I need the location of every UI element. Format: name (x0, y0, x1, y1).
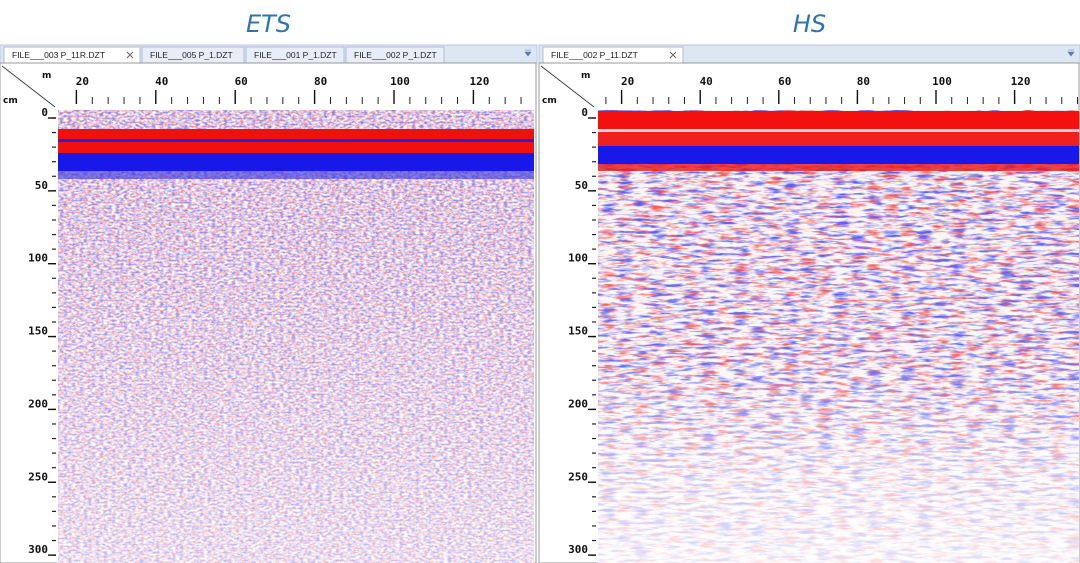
panel-title: HS (793, 10, 826, 38)
ruler-diagonal (1, 65, 56, 108)
y-tick-label: 250 (568, 470, 588, 483)
radargram (598, 110, 1079, 563)
radargram (58, 110, 534, 563)
y-tick-label: 0 (581, 106, 588, 119)
y-tick-label: 150 (28, 325, 48, 338)
x-unit: m (42, 71, 51, 81)
x-tick-label: 60 (778, 75, 791, 88)
y-tick-label: 200 (28, 397, 48, 410)
panel-title: ETS (246, 10, 291, 38)
x-tick-label: 80 (857, 75, 870, 88)
x-unit: m (581, 71, 590, 81)
tab-menu[interactable] (1067, 49, 1075, 57)
tab-close[interactable] (126, 51, 134, 59)
x-tick-label: 60 (235, 75, 248, 88)
y-tick-label: 100 (28, 252, 48, 265)
tab-label[interactable]: FILE___002 P_11.DZT (551, 50, 638, 60)
x-tick-label: 40 (700, 75, 713, 88)
band (598, 132, 1079, 146)
y-tick-label: 100 (568, 252, 588, 265)
tab-close[interactable] (669, 51, 677, 59)
tab-menu[interactable] (524, 49, 532, 57)
band (58, 153, 534, 171)
depth-fade (58, 110, 534, 563)
band (598, 146, 1079, 164)
y-tick-label: 150 (568, 325, 588, 338)
x-tick-label: 20 (76, 75, 89, 88)
x-tick-label: 120 (469, 75, 489, 88)
y-tick-label: 50 (35, 179, 48, 192)
band (58, 139, 534, 142)
x-tick-label: 100 (390, 75, 410, 88)
x-tick-label: 120 (1011, 75, 1031, 88)
tab-label[interactable]: FILE___001 P_1.DZT (254, 50, 337, 60)
y-unit: cm (542, 96, 557, 106)
tab-label[interactable]: FILE___003 P_11R.DZT (12, 50, 105, 60)
ruler-diagonal (540, 65, 595, 108)
tab-label[interactable]: FILE___002 P_1.DZT (354, 50, 437, 60)
x-tick-label: 100 (932, 75, 952, 88)
tab-label[interactable]: FILE___005 P_1.DZT (150, 50, 233, 60)
depth-fade (598, 110, 1079, 563)
y-tick-label: 50 (575, 179, 588, 192)
x-tick-label: 80 (314, 75, 327, 88)
x-tick-label: 40 (155, 75, 168, 88)
band (598, 111, 1079, 129)
y-tick-label: 250 (28, 470, 48, 483)
y-tick-label: 300 (28, 543, 48, 556)
y-unit: cm (3, 96, 18, 106)
x-tick-label: 20 (621, 75, 634, 88)
y-tick-label: 0 (41, 106, 48, 119)
y-tick-label: 200 (568, 397, 588, 410)
y-tick-label: 300 (568, 543, 588, 556)
band (598, 129, 1079, 132)
band (58, 171, 534, 179)
band (598, 164, 1079, 171)
